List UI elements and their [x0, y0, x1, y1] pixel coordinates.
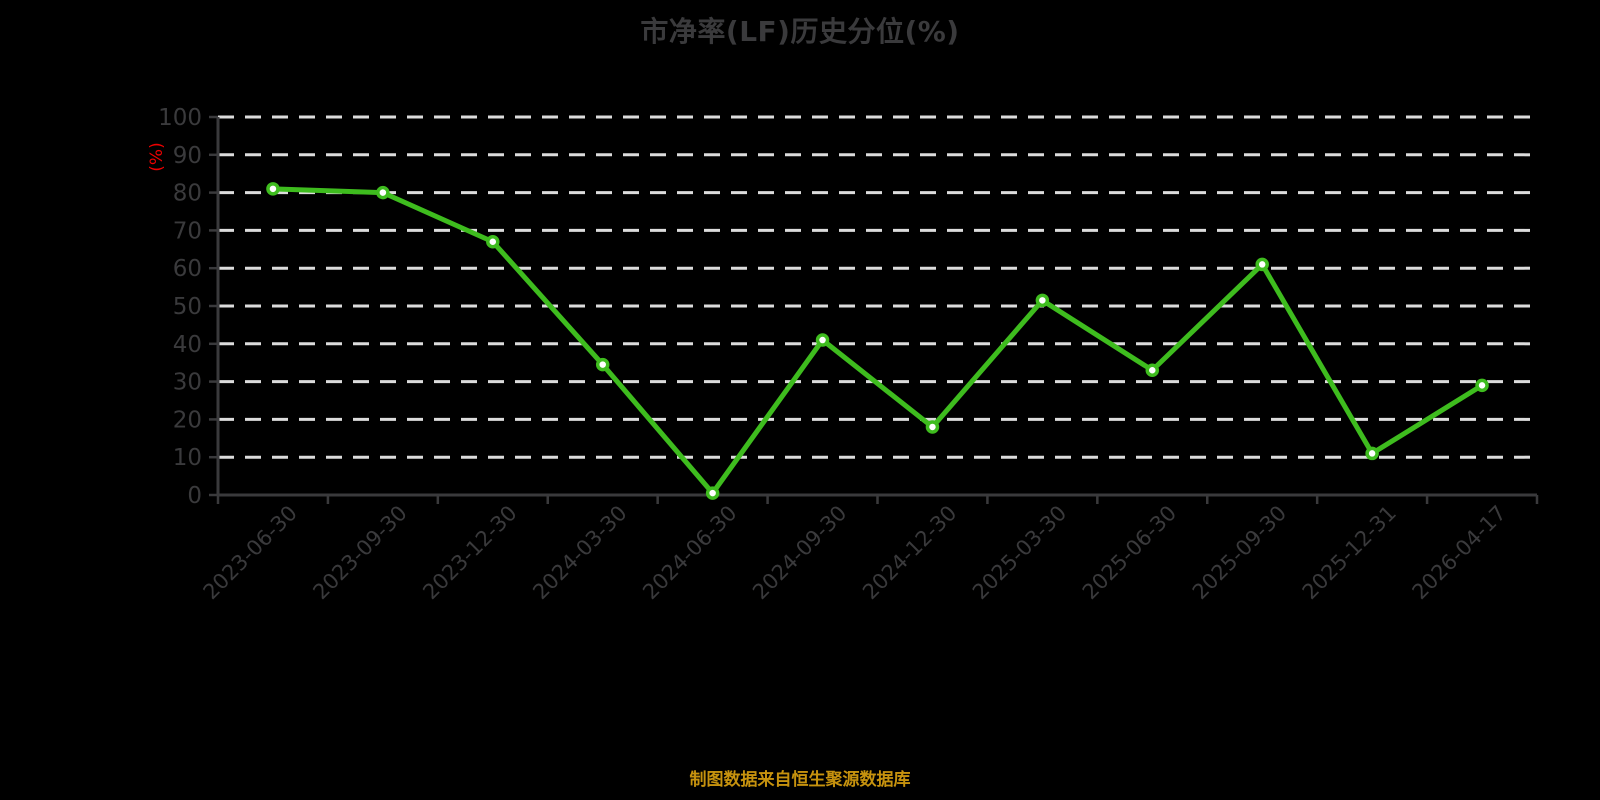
- y-tick-label: 100: [158, 105, 202, 131]
- y-tick-label: 70: [173, 218, 202, 244]
- x-tick-label: 2023-12-30: [418, 501, 521, 604]
- x-tick-label: 2025-03-30: [968, 501, 1071, 604]
- data-point-marker: [815, 333, 830, 347]
- data-source-footer: 制图数据来自恒生聚源数据库: [689, 770, 911, 790]
- data-point-marker: [595, 357, 610, 372]
- x-tick-label: 2023-06-30: [199, 501, 302, 604]
- x-tick-label: 2025-09-30: [1188, 501, 1291, 604]
- data-point-marker: [266, 182, 280, 196]
- data-point-marker: [1365, 446, 1379, 461]
- data-point-marker: [1475, 378, 1489, 393]
- series-line: [270, 186, 1485, 496]
- x-tick-label: 2024-06-30: [638, 501, 741, 604]
- data-point-marker: [1145, 363, 1160, 378]
- data-point-marker: [376, 185, 390, 200]
- x-tick-label: 2025-12-31: [1298, 501, 1401, 604]
- x-tick-label: 2024-09-30: [748, 501, 851, 604]
- x-tick-label: 2024-03-30: [528, 501, 631, 604]
- x-tick-label: 2026-04-17: [1408, 501, 1511, 604]
- y-tick-label: 80: [173, 181, 202, 207]
- chart-title: 市净率(LF)历史分位(%): [640, 15, 960, 48]
- data-point-marker: [925, 420, 940, 434]
- y-tick-label: 90: [173, 143, 202, 169]
- y-tick-label: 0: [187, 483, 202, 509]
- data-point-marker: [705, 486, 720, 500]
- x-tick-label: 2024-12-30: [858, 501, 961, 604]
- data-point-marker: [1255, 257, 1269, 272]
- x-tick-label: 2025-06-30: [1078, 501, 1181, 604]
- y-tick-label: 20: [173, 407, 202, 433]
- y-tick-label: 60: [173, 256, 202, 282]
- data-point-marker: [1035, 293, 1050, 308]
- y-tick-label: 40: [173, 332, 202, 358]
- data-point-marker: [486, 234, 500, 249]
- y-tick-label: 30: [173, 370, 202, 396]
- x-tick-label: 2023-09-30: [308, 501, 411, 604]
- y-tick-label: 50: [173, 294, 202, 320]
- y-tick-label: 10: [173, 445, 202, 471]
